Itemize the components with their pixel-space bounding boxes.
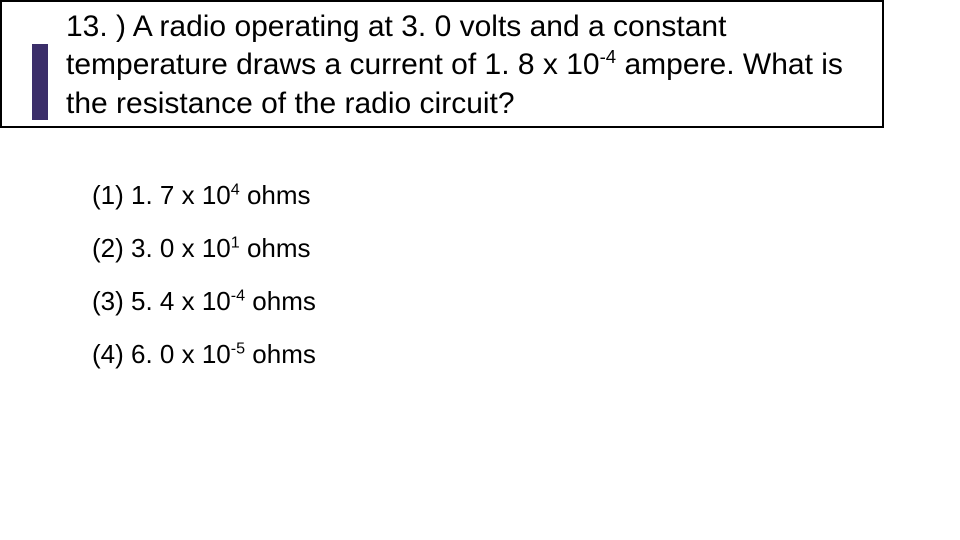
question-text-sup: -4 [600, 46, 617, 67]
option-2: (2) 3. 0 x 101 ohms [92, 231, 316, 266]
option-pre: 3. 0 x 10 [131, 233, 231, 263]
question-title-box: 13. ) A radio operating at 3. 0 volts an… [0, 0, 884, 128]
option-1: (1) 1. 7 x 104 ohms [92, 178, 316, 213]
answer-options: (1) 1. 7 x 104 ohms (2) 3. 0 x 101 ohms … [92, 178, 316, 390]
option-post: ohms [240, 233, 311, 263]
option-sup: 4 [231, 180, 240, 198]
option-pre: 5. 4 x 10 [131, 286, 231, 316]
option-sup: -4 [231, 287, 245, 305]
option-sup: -5 [231, 340, 245, 358]
option-post: ohms [245, 339, 316, 369]
accent-bar [32, 44, 48, 120]
question-text: 13. ) A radio operating at 3. 0 volts an… [66, 8, 864, 123]
option-pre: 1. 7 x 10 [131, 180, 231, 210]
slide-container: 13. ) A radio operating at 3. 0 volts an… [0, 0, 960, 540]
option-label: (3) [92, 286, 124, 316]
option-4: (4) 6. 0 x 10-5 ohms [92, 337, 316, 372]
option-label: (2) [92, 233, 124, 263]
option-post: ohms [245, 286, 316, 316]
option-pre: 6. 0 x 10 [131, 339, 231, 369]
option-label: (4) [92, 339, 124, 369]
option-3: (3) 5. 4 x 10-4 ohms [92, 284, 316, 319]
option-sup: 1 [231, 233, 240, 251]
option-label: (1) [92, 180, 124, 210]
option-post: ohms [240, 180, 311, 210]
